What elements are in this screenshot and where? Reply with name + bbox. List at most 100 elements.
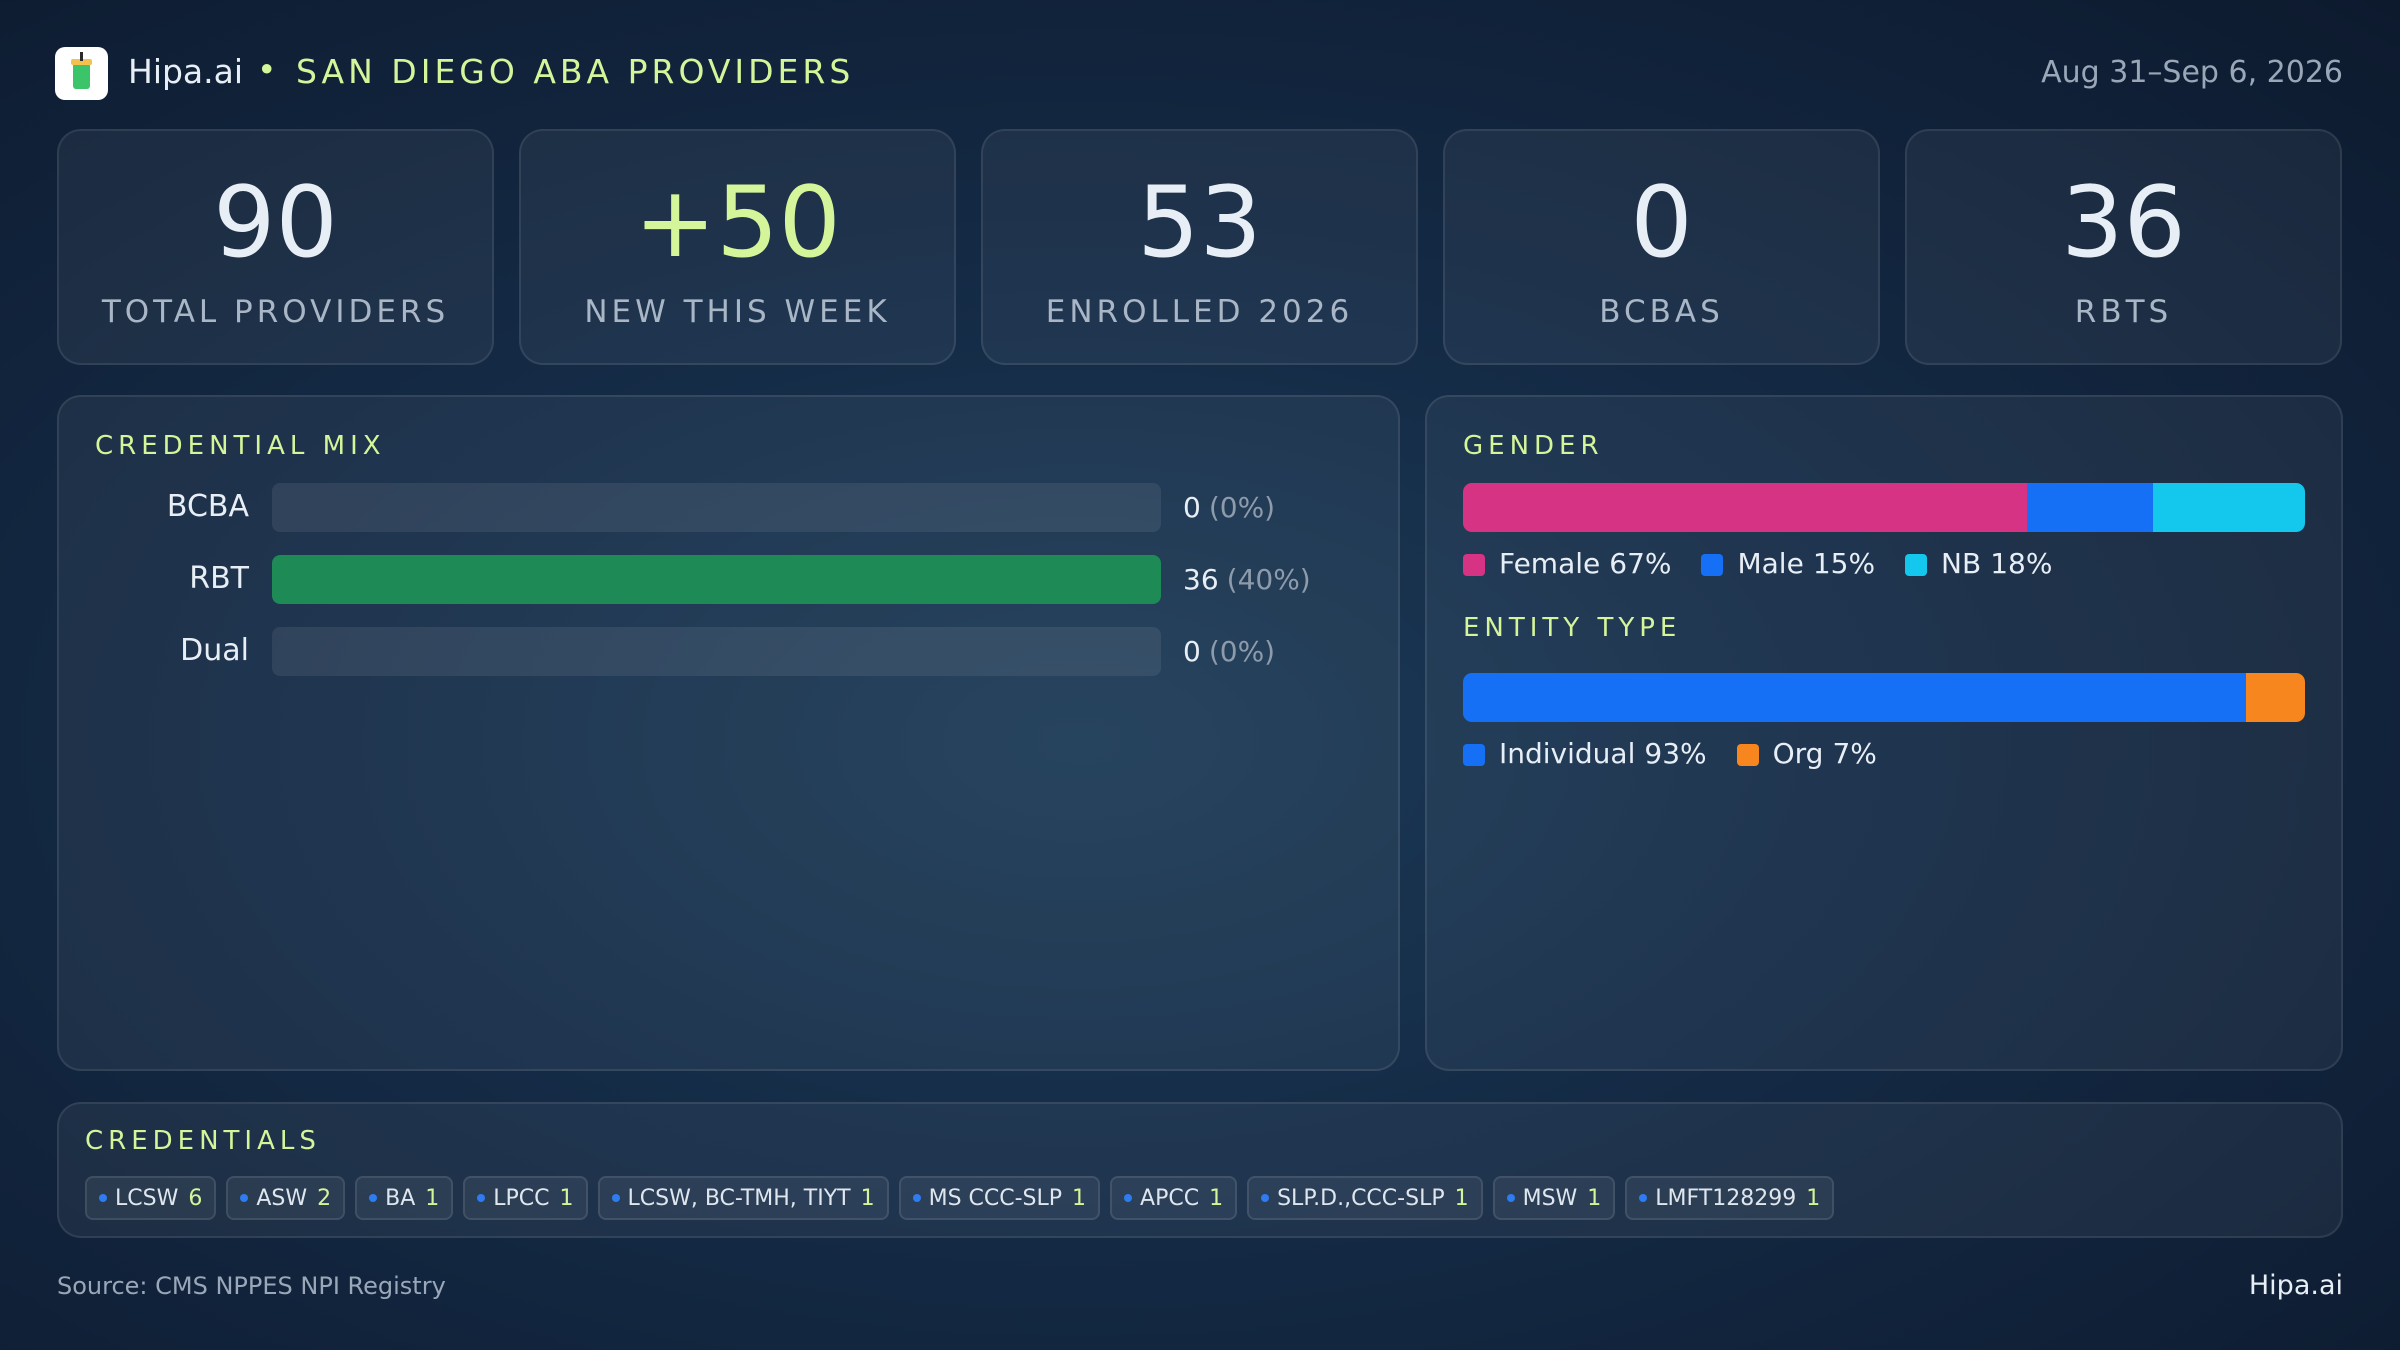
kpi-value: 90 (213, 166, 338, 280)
legend-name: Male (1737, 547, 1804, 580)
demographics-panel: GENDER Female 67% Male 15% NB 18% ENTITY TYPE… (1425, 395, 2343, 1071)
credential-chip: MS CCC-SLP 1 (898, 1176, 1101, 1220)
chip-dot (99, 1194, 107, 1202)
gender-legend: Female 67% Male 15% NB 18% (1463, 547, 2052, 580)
chip-name: LPCC (493, 1185, 550, 1211)
chip-name: LCSW, BC-TMH, TIYT (627, 1185, 851, 1211)
kpi-label: NEW THIS WEEK (584, 294, 891, 330)
logo-icon (71, 52, 92, 89)
source: Source: CMS NPPES NPI Registry (57, 1272, 446, 1300)
chip-count: 6 (188, 1185, 203, 1211)
chip-count: 1 (860, 1185, 875, 1211)
credential-chip: LCSW, BC-TMH, TIYT 1 (597, 1176, 889, 1220)
legend-name: NB (1941, 547, 1982, 580)
chip-dot (1124, 1194, 1133, 1202)
value-text: 0 (0%) (1183, 491, 1275, 524)
chip-dot (912, 1194, 921, 1202)
kpi-label: TOTAL PROVIDERS (101, 294, 450, 330)
chip-dot (1639, 1194, 1648, 1202)
section-title: ENTITY TYPE (1463, 613, 1682, 643)
chip-name: MSW (1522, 1185, 1578, 1211)
kpi-card: 90 TOTAL PROVIDERS (57, 129, 494, 365)
bar-track (272, 555, 1161, 604)
chip-dot (369, 1194, 378, 1202)
bar-segment (2027, 483, 2154, 532)
kpi-value: 53 (1137, 166, 1262, 280)
kpi-label: RBTS (2074, 294, 2173, 330)
chip-dot (240, 1194, 249, 1202)
legend-value: 18% (1990, 547, 2053, 580)
section-title: CREDENTIAL MIX (95, 431, 386, 461)
page-title: SAN DIEGO ABA PROVIDERS (296, 52, 855, 91)
chip-count: 1 (1587, 1185, 1602, 1211)
section-title: CREDENTIALS (85, 1126, 321, 1156)
legend-swatch (1905, 554, 1928, 576)
legend-value: 15% (1812, 547, 1876, 580)
legend-value: 7% (1832, 737, 1877, 770)
legend-value: 67% (1609, 547, 1672, 580)
chip-dot (477, 1194, 486, 1202)
bar-segment (1463, 673, 2247, 722)
credential-chips: LCSW 6 ASW 2 BA 1 LPCC 1 LCSW, BC-TMH, TIYT 1 MS C… (85, 1176, 1844, 1220)
date-range: Aug 31–Sep 6, 2026 (2041, 55, 2343, 90)
credential-chip: MSW 1 (1492, 1176, 1616, 1220)
chip-name: BA (385, 1185, 416, 1211)
kpi-card: +50 NEW THIS WEEK (519, 129, 956, 365)
credentials-panel: CREDENTIALS LCSW 6 ASW 2 BA 1 LPCC 1 LCSW, BC-TM… (57, 1102, 2343, 1238)
chip-count: 1 (559, 1185, 574, 1211)
kpi-value: +50 (634, 166, 841, 280)
chip-count: 1 (1806, 1185, 1821, 1211)
mix-row: Dual 0 (0%) (59, 627, 1398, 676)
value: 0 (1183, 635, 1201, 668)
kpi-value: 0 (1630, 166, 1693, 280)
legend-swatch (1736, 744, 1759, 766)
chip-count: 1 (1072, 1185, 1087, 1211)
row-label: BCBA (166, 489, 249, 524)
share: (40%) (1226, 563, 1311, 596)
value: 36 (1183, 563, 1219, 596)
credential-mix-panel: CREDENTIAL MIX BCBA 0 (0%) RBT 36 (40%) Dual 0(… (57, 395, 1400, 1071)
row-label: RBT (189, 561, 249, 596)
section-title: GENDER (1463, 431, 1604, 461)
legend-item: NB 18% (1905, 547, 2052, 580)
legend-name: Individual (1499, 737, 1636, 770)
kpi-label: ENROLLED 2026 (1045, 294, 1354, 330)
chip-name: LCSW (115, 1185, 179, 1211)
share: (0%) (1208, 491, 1276, 524)
gender-bar (1463, 483, 2305, 532)
legend-name: Female (1499, 547, 1601, 580)
legend-name: Org (1772, 737, 1824, 770)
chip-count: 1 (425, 1185, 440, 1211)
mix-row: BCBA 0 (0%) (59, 483, 1398, 532)
chip-count: 2 (317, 1185, 332, 1211)
logo (55, 47, 108, 100)
credential-chip: ASW 2 (226, 1176, 346, 1220)
chip-count: 1 (1454, 1185, 1469, 1211)
brand: Hipa.ai (128, 52, 244, 91)
legend-swatch (1463, 554, 1485, 576)
kpi-card: 0 BCBAS (1443, 129, 1880, 365)
mix-row: RBT 36 (40%) (59, 555, 1398, 604)
footer-brand: Hipa.ai (2248, 1270, 2343, 1301)
legend-item: Male 15% (1701, 547, 1875, 580)
legend-swatch (1463, 744, 1485, 766)
credential-chip: APCC 1 (1110, 1176, 1238, 1220)
credential-chip: LPCC 1 (463, 1176, 588, 1220)
chip-count: 1 (1209, 1185, 1224, 1211)
chip-name: APCC (1140, 1185, 1200, 1211)
entity-legend: Individual 93% Org 7% (1463, 737, 1877, 770)
chip-name: ASW (256, 1185, 308, 1211)
legend-item: Org 7% (1736, 737, 1877, 770)
kpi-card: 53 ENROLLED 2026 (981, 129, 1418, 365)
legend-item: Individual 93% (1463, 737, 1707, 770)
bar-segment (2246, 673, 2305, 722)
bar-segment (1463, 483, 2028, 532)
bar-segment (2153, 483, 2305, 532)
chip-dot (1506, 1194, 1515, 1202)
value-text: 0 (0%) (1183, 635, 1275, 668)
chip-name: SLP.D.,CCC-SLP (1277, 1185, 1445, 1211)
kpi-label: BCBAS (1599, 294, 1724, 330)
kpi-card: 36 RBTS (1905, 129, 2342, 365)
value: 0 (1183, 491, 1201, 524)
